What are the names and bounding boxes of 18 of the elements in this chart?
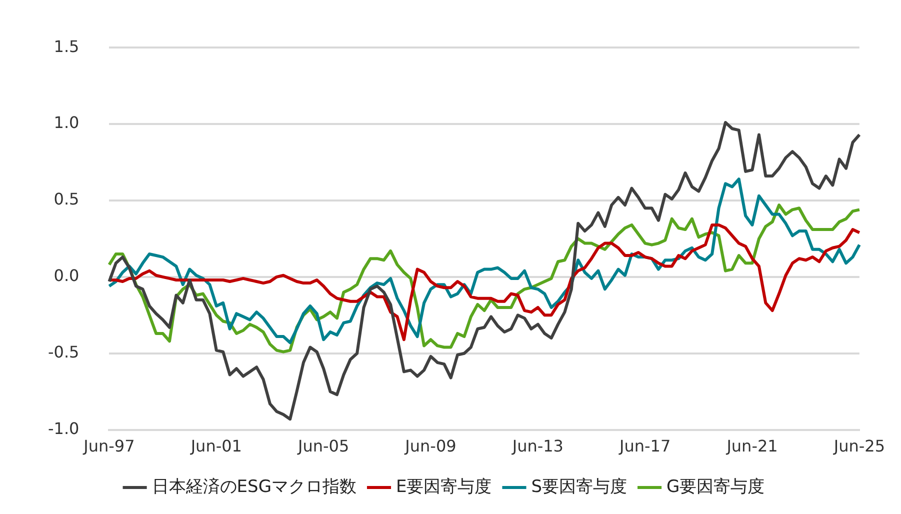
y-tick-label: 1.0 — [54, 113, 80, 132]
x-tick-label: Jun-17 — [618, 436, 671, 456]
y-tick-label: 1.5 — [54, 36, 80, 56]
legend-label: 日本経済のESGマクロ指数 — [152, 476, 357, 497]
legend-label: E要因寄与度 — [396, 476, 492, 497]
x-tick-label: Jun-05 — [296, 436, 350, 456]
legend-label: G要因寄与度 — [666, 476, 765, 497]
y-tick-label: -0.5 — [48, 342, 80, 362]
x-tick-label: Jun-25 — [832, 436, 886, 456]
y-tick-label: 0.5 — [54, 190, 80, 209]
y-tick-label: 0.0 — [54, 266, 80, 286]
x-tick-label: Jun-01 — [190, 436, 242, 456]
y-tick-label: -1.0 — [48, 418, 80, 438]
legend-label: S要因寄与度 — [531, 476, 628, 497]
x-tick-label: Jun-13 — [511, 436, 564, 456]
x-tick-label: Jun-21 — [726, 436, 778, 456]
x-tick-label: Jun-09 — [404, 436, 456, 456]
x-tick-label: Jun-97 — [82, 436, 135, 456]
